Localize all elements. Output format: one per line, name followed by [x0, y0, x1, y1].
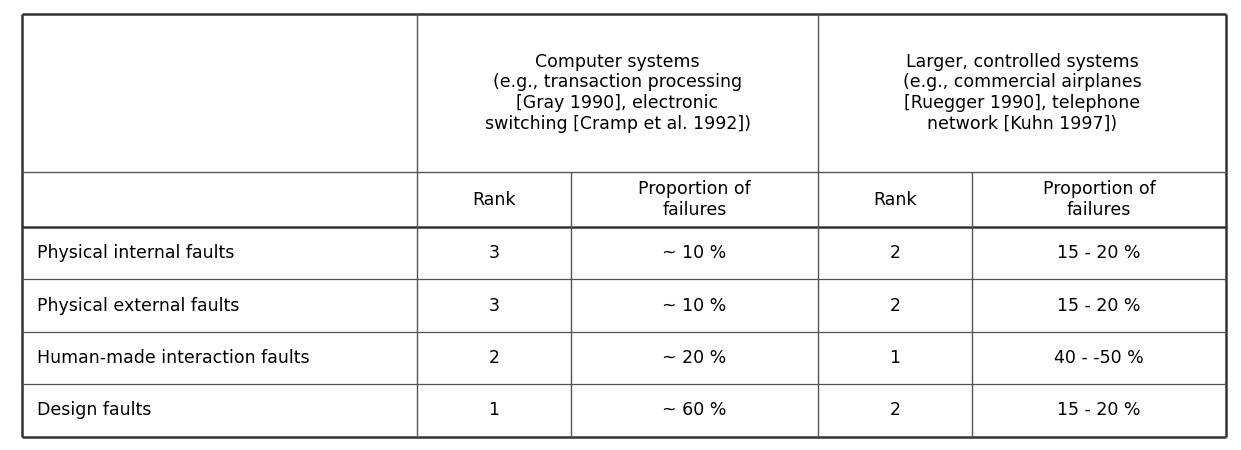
- Text: Rank: Rank: [874, 191, 917, 209]
- Text: 1: 1: [890, 349, 901, 367]
- Text: Human-made interaction faults: Human-made interaction faults: [37, 349, 310, 367]
- Text: Proportion of
failures: Proportion of failures: [1042, 180, 1155, 219]
- Text: Rank: Rank: [472, 191, 515, 209]
- Text: ~ 60 %: ~ 60 %: [663, 401, 727, 419]
- Text: Proportion of
failures: Proportion of failures: [638, 180, 751, 219]
- Text: ~ 20 %: ~ 20 %: [663, 349, 726, 367]
- Text: ~ 10 %: ~ 10 %: [663, 297, 726, 315]
- Text: 3: 3: [488, 244, 499, 262]
- Text: Computer systems
(e.g., transaction processing
[Gray 1990], electronic
switching: Computer systems (e.g., transaction proc…: [484, 53, 751, 133]
- Text: 3: 3: [488, 297, 499, 315]
- Text: Larger, controlled systems
(e.g., commercial airplanes
[Ruegger 1990], telephone: Larger, controlled systems (e.g., commer…: [902, 53, 1142, 133]
- Text: 40 - -50 %: 40 - -50 %: [1054, 349, 1144, 367]
- Text: Physical external faults: Physical external faults: [37, 297, 240, 315]
- Text: Design faults: Design faults: [37, 401, 151, 419]
- Text: 2: 2: [488, 349, 499, 367]
- Text: ~ 10 %: ~ 10 %: [663, 244, 726, 262]
- Text: 15 - 20 %: 15 - 20 %: [1057, 297, 1140, 315]
- Text: 1: 1: [488, 401, 499, 419]
- Text: 2: 2: [890, 244, 901, 262]
- Text: Physical internal faults: Physical internal faults: [37, 244, 235, 262]
- Text: 2: 2: [890, 297, 901, 315]
- Text: 15 - 20 %: 15 - 20 %: [1057, 401, 1140, 419]
- Text: 15 - 20 %: 15 - 20 %: [1057, 244, 1140, 262]
- Text: 2: 2: [890, 401, 901, 419]
